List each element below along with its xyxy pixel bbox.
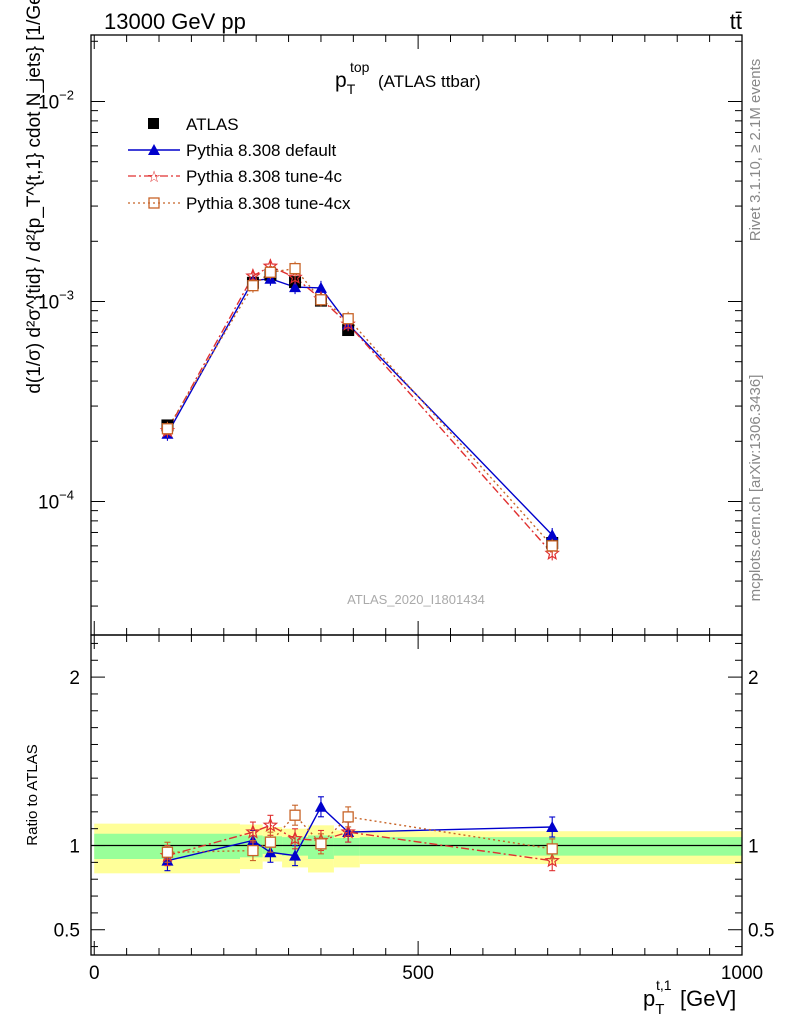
ratio-point-pythia-8-308-tune-4c <box>262 817 279 832</box>
legend-default-marker <box>148 144 160 155</box>
chart-title-sup: top <box>350 59 370 75</box>
ratio-point-pythia-8-308-tune-4cx <box>546 843 558 855</box>
x-axis-label-sup: t,1 <box>656 977 672 993</box>
ratio-point-pythia-8-308-tune-4cx <box>161 846 174 858</box>
x-axis-label: pTt,1 [GeV] <box>643 977 736 1018</box>
legend-tune4c-marker: ☆ <box>147 169 161 186</box>
ratio-point-pythia-8-308-tune-4cx <box>264 836 277 848</box>
main-y-tick-exp: −3 <box>59 287 74 302</box>
main-plot-area: 10−210−310−4 <box>38 34 743 636</box>
ratio-band-inner <box>333 837 360 856</box>
ratio-axis-ticks: 0.5 0.5 1 1 2 2 0 500 1000 <box>54 635 774 984</box>
ratio-y-tick-label: 1 <box>69 837 80 858</box>
x-tick-label: 1000 <box>721 963 763 984</box>
ratio-plot-area: 0.5 0.5 1 1 2 2 0 500 1000 <box>54 634 774 984</box>
legend-tune4c-label: Pythia 8.308 tune-4c <box>186 167 342 186</box>
ratio-point-pythia-8-308-default <box>314 800 327 812</box>
main-y-axis-label: d(1/σ) d²σ^{tid} / d²{p_T^{t,1} cdot N_j… <box>24 0 45 394</box>
main-series-layer <box>159 258 560 561</box>
ratio-point-pythia-8-308-tune-4c <box>245 823 261 839</box>
ratio-plot-frame <box>90 634 743 956</box>
ratio-point-pythia-8-308-tune-4cx <box>289 809 301 821</box>
ratio-y-tick-label: 0.5 <box>54 921 80 942</box>
ratio-y-tick-label-right: 2 <box>748 668 759 689</box>
ratio-point-pythia-8-308-default <box>546 821 559 832</box>
chart-title-sub: T <box>347 81 356 97</box>
main-point-pythia-8-308-tune-4cx <box>342 313 354 325</box>
ratio-point-pythia-8-308-default <box>289 849 302 861</box>
ratio-y-tick-label: 2 <box>69 668 80 689</box>
legend-atlas-marker <box>148 118 159 129</box>
main-axis-ticks: 10−210−310−4 <box>38 35 743 635</box>
legend-default-label: Pythia 8.308 default <box>186 141 337 160</box>
ratio-point-pythia-8-308-tune-4cx <box>315 838 327 850</box>
main-point-pythia-8-308-tune-4cx <box>247 280 259 292</box>
x-tick-label: 500 <box>402 963 434 984</box>
main-point-pythia-8-308-default <box>289 281 302 293</box>
main-y-tick-exp: −4 <box>59 487 74 502</box>
legend: ATLAS Pythia 8.308 default ☆ Pythia 8.30… <box>128 115 351 213</box>
ratio-y-axis-label: Ratio to ATLAS <box>24 744 41 845</box>
process-label: tt̄ <box>730 9 742 34</box>
analysis-watermark: ATLAS_2020_I1801434 <box>347 592 485 607</box>
x-axis-label-sub: T <box>655 1001 664 1018</box>
main-point-pythia-8-308-default <box>314 281 327 293</box>
main-y-tick-label: 10−4 <box>38 487 74 513</box>
ratio-series-layer <box>159 796 560 872</box>
main-y-tick-exp: −2 <box>59 87 74 102</box>
legend-tune4cx-label: Pythia 8.308 tune-4cx <box>186 194 351 213</box>
legend-tune4cx-marker <box>148 197 160 209</box>
ratio-point-pythia-8-308-tune-4c <box>544 852 560 868</box>
rivet-side-label: Rivet 3.1.10, ≥ 2.1M events <box>747 59 764 242</box>
x-tick-label: 0 <box>89 963 100 984</box>
ratio-y-tick-label-right: 1 <box>748 837 759 858</box>
ratio-point-pythia-8-308-tune-4c <box>287 830 303 846</box>
ratio-y-tick-label-right: 0.5 <box>748 921 774 942</box>
main-point-pythia-8-308-default <box>546 528 559 540</box>
main-point-pythia-8-308-tune-4c <box>287 269 303 284</box>
main-point-pythia-8-308-tune-4cx <box>546 540 558 552</box>
ratio-point-pythia-8-308-tune-4cx <box>342 811 354 823</box>
main-point-pythia-8-308-tune-4cx <box>289 262 301 275</box>
main-y-tick-label: 10−2 <box>38 87 74 113</box>
chart-title: pTtop (ATLAS ttbar) <box>335 59 481 97</box>
chart-title-rest: (ATLAS ttbar) <box>378 72 481 91</box>
main-line-pythia-8-308-tune-4cx <box>166 267 553 547</box>
x-axis-label-main: p <box>643 986 655 1011</box>
main-point-pythia-8-308-tune-4cx <box>161 423 174 435</box>
energy-label: 13000 GeV pp <box>104 9 246 34</box>
mcplots-side-label: mcplots.cern.ch [arXiv:1306.3436] <box>747 375 764 602</box>
ratio-point-pythia-8-308-tune-4c <box>340 823 356 839</box>
chart-title-main: p <box>335 69 347 92</box>
main-point-pythia-8-308-tune-4cx <box>264 266 277 278</box>
main-line-pythia-8-308-default <box>166 277 553 536</box>
x-axis-label-unit: [GeV] <box>680 986 736 1011</box>
main-line-pythia-8-308-tune-4c <box>166 265 553 554</box>
legend-atlas-label: ATLAS <box>186 115 239 134</box>
ratio-point-pythia-8-308-tune-4cx <box>247 844 259 857</box>
main-point-pythia-8-308-tune-4cx <box>315 294 327 306</box>
